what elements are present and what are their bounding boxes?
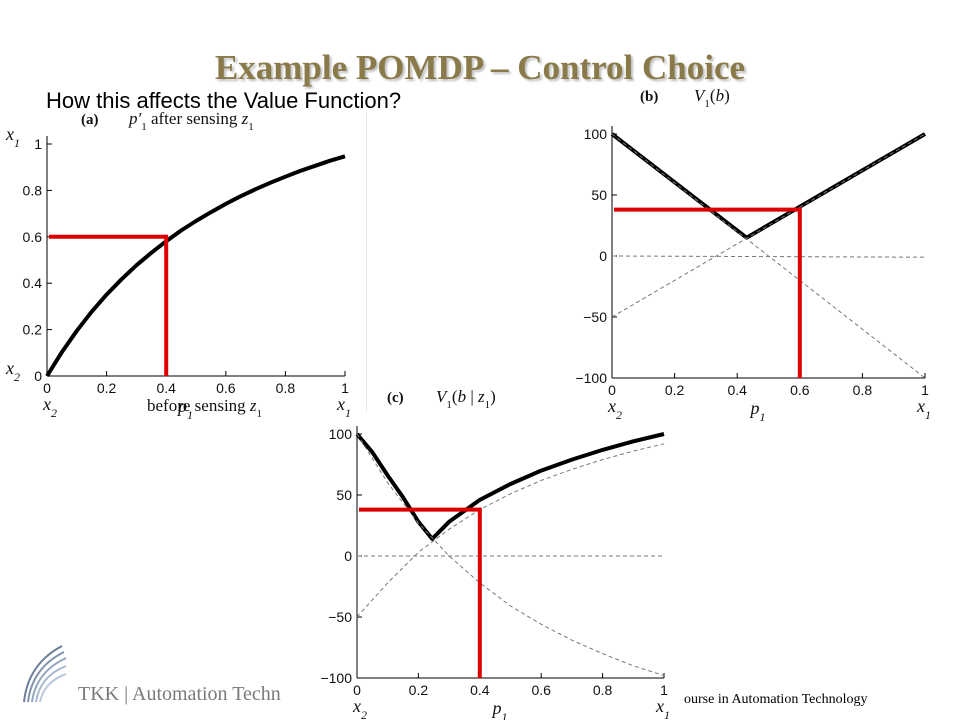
y-tick-label-b: −100 [575, 370, 607, 386]
y-tick-label-a: 1 [34, 136, 42, 152]
panel-title-b: V1(b) [694, 86, 730, 110]
x-tick-label-a: 0.4 [156, 380, 176, 396]
x-tick-label-a: 0.8 [276, 380, 296, 396]
y-tick-label-b: 100 [584, 126, 608, 142]
x-tick-label-c: 0.4 [470, 682, 490, 698]
x-tick-label-a: 1 [341, 380, 349, 396]
x-tick-label-b: 0.2 [665, 382, 685, 398]
series-line-c-1 [356, 443, 665, 618]
x-tick-label-c: 0.8 [593, 682, 613, 698]
x-tick-label-a: 0.2 [97, 380, 117, 396]
x-end-label-right-c: x1 [655, 696, 670, 720]
y-tick-label-c: 0 [344, 548, 352, 564]
x-tick-label-c: 0.2 [409, 682, 429, 698]
x-end-label-right-a: x1 [336, 394, 351, 420]
chart-b: 0 0.2 0.4 0.6 0.8 1 −100 −50 0 50 100 x2 x1 p1 (b) V1(b… [575, 86, 931, 424]
y-tick-label-c: −50 [328, 609, 352, 625]
footer-org: TKK | Automation Techn [78, 683, 281, 705]
x-tick-label-a: 0 [43, 380, 51, 396]
panel-divider [366, 112, 367, 412]
x-end-label-left-a: x2 [42, 394, 57, 420]
x-axis-label-a: p1 [176, 396, 193, 422]
slide-title: Example POMDP – Control Choice [214, 48, 746, 87]
y-tick-label-c: 50 [336, 487, 352, 503]
slide-subtitle: How this affects the Value Function? [46, 88, 402, 113]
panel-label-b: (b) [640, 89, 658, 105]
x-axis-label-c: p1 [491, 698, 508, 720]
y-tick-label-a: 0.2 [23, 322, 43, 338]
series-line-b-3 [611, 255, 926, 258]
y-end-label-top-a: x1 [5, 124, 20, 150]
y-tick-label-a: 0.8 [23, 182, 43, 198]
x-end-label-left-b: x2 [607, 396, 622, 422]
series-line-a-0 [45, 154, 346, 378]
x-end-label-left-c: x2 [352, 696, 367, 720]
x-tick-label-c: 1 [660, 682, 668, 698]
x-tick-label-a: 0.6 [216, 380, 236, 396]
tkk-logo-icon [18, 644, 68, 709]
panel-title-c: V1(b | z1) [436, 387, 496, 411]
panel-label-a: (a) [81, 112, 99, 128]
x-axis-label-b: p1 [749, 398, 766, 424]
x-tick-label-b: 1 [921, 382, 929, 398]
series-line-b-2 [611, 133, 926, 379]
chart-a: 0 0.2 0.4 0.6 0.8 1 0 0.2 0.4 0.6 0.8 1 x2 x1 p1 (a) p′1… [5, 109, 351, 422]
y-tick-label-c: 100 [329, 426, 353, 442]
y-end-label-bottom-a: x2 [5, 358, 20, 384]
y-tick-label-b: −50 [583, 309, 607, 325]
x-tick-label-b: 0 [608, 382, 616, 398]
y-tick-label-b: 0 [599, 248, 607, 264]
panel-title-a: p′1 after sensing z1 [128, 109, 254, 133]
series-line-b-1 [611, 133, 926, 318]
panel-label-c: (c) [387, 390, 404, 406]
x-axis-sub-a: before sensing z1 [147, 396, 262, 420]
series-line-c-2 [356, 433, 665, 677]
x-end-label-right-b: x1 [916, 396, 931, 422]
x-tick-label-c: 0 [353, 682, 361, 698]
y-tick-label-a: 0 [34, 368, 42, 384]
y-tick-label-a: 0.6 [23, 229, 43, 245]
x-tick-label-c: 0.6 [531, 682, 551, 698]
x-tick-label-b: 0.4 [727, 382, 747, 398]
series-line-c-0 [355, 432, 665, 541]
x-tick-label-b: 0.6 [790, 382, 810, 398]
x-tick-label-b: 0.8 [853, 382, 873, 398]
y-tick-label-a: 0.4 [23, 275, 43, 291]
footer-course: ourse in Automation Technology [684, 692, 868, 707]
y-tick-label-b: 50 [591, 187, 607, 203]
y-tick-label-c: −100 [320, 670, 352, 686]
